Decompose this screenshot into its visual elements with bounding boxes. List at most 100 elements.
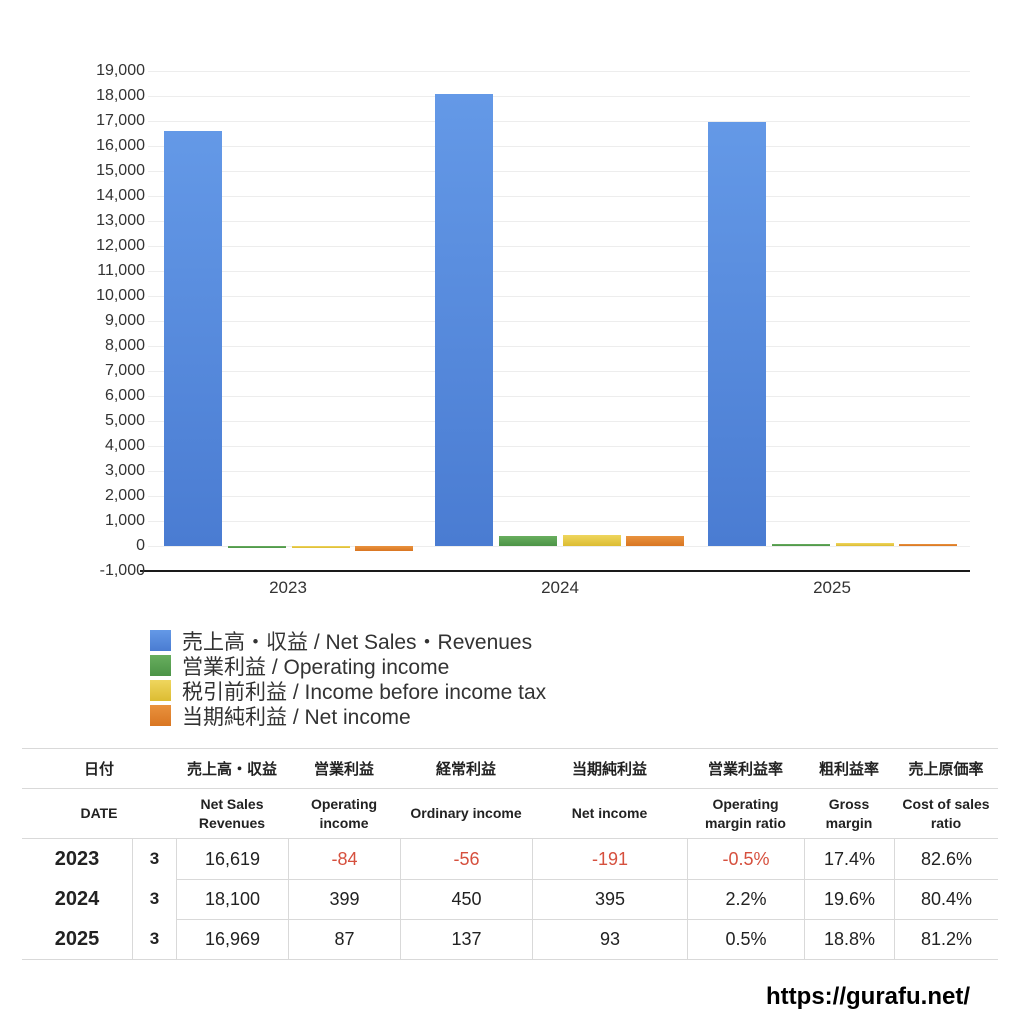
- legend-label: 営業利益 / Operating income: [182, 655, 450, 679]
- gridline: [148, 496, 970, 497]
- y-axis-tick-label: 9,000: [104, 312, 145, 329]
- legend-item: 税引前利益 / Income before income tax: [150, 678, 547, 704]
- chart-legend: 売上高・収益 / Net Sales・Revenues 営業利益 / Operat…: [150, 628, 547, 729]
- financial-table: 日付 売上高・収益 営業利益 経常利益 当期純利益 営業利益率 粗利益率 売上原価率 DATE N…: [22, 748, 998, 960]
- bar-series3-2024: [563, 534, 621, 546]
- gridline: [148, 471, 970, 472]
- x-axis-line: [140, 570, 970, 572]
- y-axis-tick-label: 17,000: [96, 112, 145, 129]
- y-axis-tick-label: 4,000: [104, 437, 145, 454]
- legend-label: 当期純利益 / Net income: [182, 705, 411, 729]
- table-value-cell: 81.2%: [894, 919, 998, 959]
- table-value-cell: 395: [532, 879, 687, 919]
- bar-series2-2024: [499, 536, 557, 546]
- gridline: [148, 396, 970, 397]
- x-axis-label: 2025: [813, 578, 851, 597]
- table-month-cell: 3: [132, 879, 176, 919]
- table-value-cell: 19.6%: [804, 879, 894, 919]
- table-value-cell: 17.4%: [804, 839, 894, 879]
- table-header-ja: 粗利益率: [804, 749, 894, 789]
- legend-item: 売上高・収益 / Net Sales・Revenues: [150, 628, 546, 654]
- y-axis-tick-label: 1,000: [104, 512, 145, 529]
- gridline: [148, 171, 970, 172]
- table-header-ja: 当期純利益: [532, 749, 687, 789]
- gridline: [148, 521, 970, 522]
- gridline: [148, 121, 970, 122]
- table-header-en: Gross margin: [804, 789, 894, 839]
- table-value-cell: 18.8%: [804, 919, 894, 959]
- y-axis-tick-label: 3,000: [104, 462, 145, 479]
- site-url: https://gurafu.net/: [766, 983, 970, 1010]
- table-header-en: Operating margin ratio: [687, 789, 804, 839]
- gridline: [148, 446, 970, 447]
- table-header-en: Operating income: [288, 789, 400, 839]
- table-header-en: Net Sales Revenues: [176, 789, 288, 839]
- legend-label: 売上高・収益 / Net Sales・Revenues: [182, 630, 533, 654]
- y-axis-tick-label: 6,000: [104, 387, 145, 404]
- gridline: [148, 371, 970, 372]
- bar-series1-2025: [708, 121, 766, 546]
- table-value-cell: -0.5%: [687, 839, 804, 879]
- table-header-en: Ordinary income: [400, 789, 532, 839]
- y-axis-tick-label: 16,000: [96, 137, 145, 154]
- table-value-cell: 18,100: [176, 879, 288, 919]
- table-header-ja: 営業利益率: [687, 749, 804, 789]
- legend-label: 税引前利益 / Income before income tax: [182, 680, 547, 704]
- y-axis-tick-label: -1,000: [99, 562, 145, 579]
- y-axis-tick-label: 5,000: [104, 412, 145, 429]
- x-axis-label: 2023: [269, 578, 307, 597]
- gridline: [148, 196, 970, 197]
- table-year-cell: 2024: [54, 887, 100, 910]
- gridline: [148, 246, 970, 247]
- table-value-cell: 16,619: [176, 839, 288, 879]
- table-month-cell: 3: [132, 839, 176, 879]
- table-year-cell: 2023: [54, 847, 100, 870]
- table-header-en: Net income: [532, 789, 687, 839]
- table-value-cell: 82.6%: [894, 839, 998, 879]
- bar-series3-2023: [292, 546, 350, 548]
- legend-swatch-icon: [150, 705, 171, 726]
- gridline: [148, 546, 970, 547]
- table-value-cell: 137: [400, 919, 532, 959]
- table-header-ja: 経常利益: [400, 749, 532, 789]
- bar-series4-2023: [355, 546, 413, 551]
- table-month-cell: 3: [132, 919, 176, 959]
- gridline: [148, 321, 970, 322]
- legend-swatch-icon: [150, 630, 171, 651]
- bar-series1-2024: [435, 93, 493, 546]
- gridline: [148, 96, 970, 97]
- bar-series4-2025: [899, 543, 957, 546]
- gridline: [148, 296, 970, 297]
- gridline: [148, 146, 970, 147]
- table-header-ja: 日付: [22, 749, 176, 789]
- table-value-cell: 80.4%: [894, 879, 998, 919]
- table-header-ja: 売上高・収益: [176, 749, 288, 789]
- bar-series3-2025: [836, 542, 894, 546]
- table-value-cell: 93: [532, 919, 687, 959]
- legend-item: 当期純利益 / Net income: [150, 703, 546, 729]
- bar-series2-2023: [228, 546, 286, 549]
- y-axis-tick-label: 0: [136, 537, 145, 554]
- bar-series1-2023: [164, 130, 222, 546]
- gridline: [148, 346, 970, 347]
- table-header-en: Cost of sales ratio: [894, 789, 998, 839]
- table-year-cell: 2025: [54, 927, 100, 950]
- gridline: [148, 71, 970, 72]
- table-header-ja: 売上原価率: [894, 749, 998, 789]
- gridline: [148, 271, 970, 272]
- table-value-cell: -56: [400, 839, 532, 879]
- table-value-cell: 0.5%: [687, 919, 804, 959]
- gridline: [148, 421, 970, 422]
- table-value-cell: -191: [532, 839, 687, 879]
- x-axis-label: 2024: [541, 578, 579, 597]
- bar-series2-2025: [772, 543, 830, 546]
- plot-area: [140, 71, 970, 572]
- table-value-cell: 399: [288, 879, 400, 919]
- y-axis-tick-label: 2,000: [104, 487, 145, 504]
- table-value-cell: -84: [288, 839, 400, 879]
- y-axis-tick-label: 10,000: [96, 287, 145, 304]
- y-axis-tick-label: 8,000: [104, 337, 145, 354]
- table-header-en: DATE: [22, 789, 176, 839]
- table-value-cell: 16,969: [176, 919, 288, 959]
